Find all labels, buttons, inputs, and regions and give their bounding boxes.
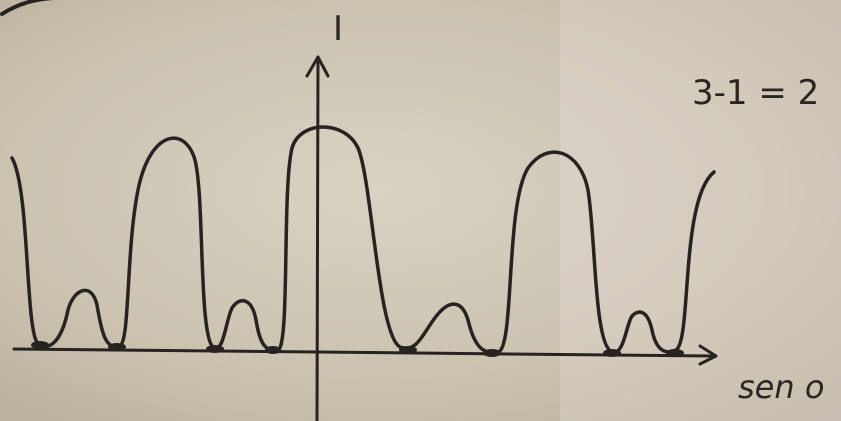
circle-mark — [0, 0, 68, 16]
paper-light — [560, 0, 841, 421]
minimum-mark — [399, 346, 417, 354]
minimum-mark — [31, 341, 49, 349]
x-axis-label: sen o — [738, 368, 824, 406]
y-axis-label: I — [333, 9, 343, 49]
minimum-mark — [483, 349, 501, 357]
x-axis-arrow — [698, 344, 718, 366]
minimum-mark — [603, 349, 621, 357]
minimum-mark — [206, 345, 224, 353]
equation: 3-1 = 2 — [692, 73, 819, 113]
minimum-mark — [265, 346, 281, 354]
minimum-mark — [666, 349, 684, 357]
minima-marks — [31, 341, 684, 357]
y-axis — [315, 56, 320, 421]
x-axis — [12, 347, 716, 358]
intensity-curve — [10, 125, 716, 355]
minimum-mark — [108, 343, 126, 351]
y-axis-arrow — [305, 55, 330, 78]
